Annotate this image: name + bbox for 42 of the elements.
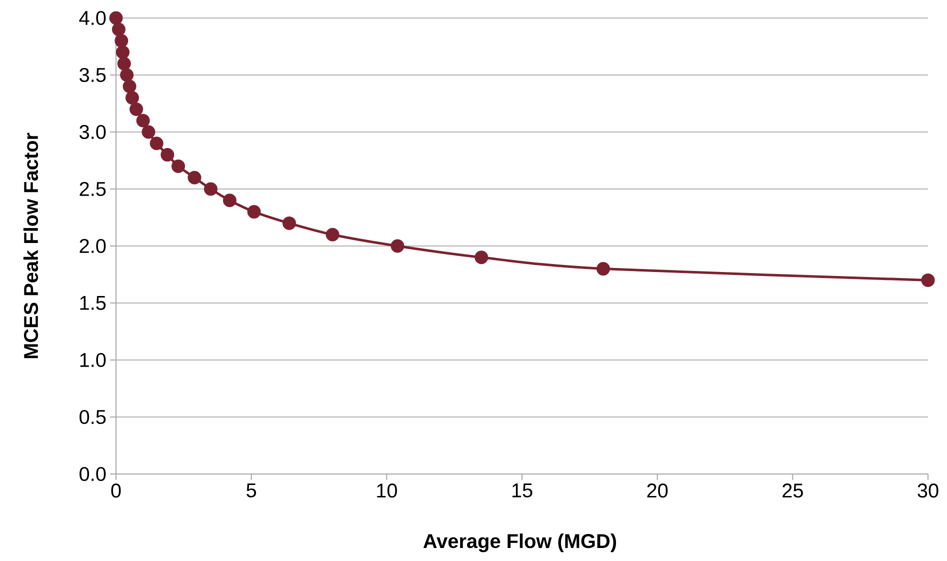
y-tick-label: 4.0 [79, 10, 106, 26]
y-tick-label: 1.5 [80, 296, 106, 310]
point [120, 68, 134, 82]
x-tick-label: 0 [111, 484, 121, 498]
y-tick-label: 2.0 [80, 238, 106, 254]
y-tick-label: 3.0 [80, 124, 106, 140]
point [172, 159, 186, 173]
point [326, 228, 340, 242]
point [117, 56, 131, 70]
point [282, 216, 296, 230]
y-tick-label: 2.5 [80, 182, 106, 196]
point [136, 114, 150, 128]
point [596, 262, 610, 276]
point [114, 34, 128, 48]
point [130, 102, 144, 116]
x-tick-label: 30 [918, 484, 938, 498]
point [921, 273, 935, 287]
point [160, 148, 174, 162]
y-tick-label: 0.0 [80, 466, 106, 482]
x-axis-title: Average Flow (MGD) [423, 534, 616, 552]
point [204, 182, 218, 196]
point [142, 125, 156, 139]
x-tick-label: 5 [246, 484, 256, 498]
point [474, 250, 488, 264]
point [122, 80, 136, 94]
point [112, 22, 126, 36]
point [116, 45, 130, 59]
y-tick-label: 3.5 [80, 68, 106, 82]
x-tick-label: 20 [647, 484, 668, 498]
x-tick-label: 15 [512, 484, 532, 498]
point [125, 91, 139, 105]
point [390, 239, 404, 253]
y-axis-title: MCES Peak Flow Factor [23, 132, 38, 358]
point [222, 194, 236, 208]
point [109, 11, 123, 25]
point [188, 170, 202, 184]
point [150, 136, 164, 150]
x-tick-label: 10 [377, 484, 397, 498]
y-tick-label: 1.0 [80, 352, 106, 368]
y-tick-label: 0.5 [80, 410, 106, 424]
x-tick-label: 25 [782, 484, 803, 498]
point [247, 205, 261, 219]
